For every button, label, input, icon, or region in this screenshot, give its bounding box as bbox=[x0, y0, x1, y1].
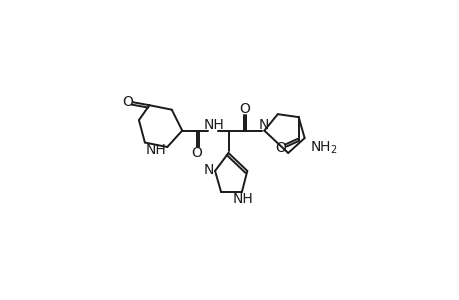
Text: NH$_2$: NH$_2$ bbox=[309, 140, 337, 156]
Text: N: N bbox=[258, 118, 269, 132]
Text: O: O bbox=[239, 102, 250, 116]
Text: NH: NH bbox=[233, 192, 253, 206]
Text: O: O bbox=[191, 146, 202, 160]
Text: NH: NH bbox=[203, 118, 224, 132]
Text: NH: NH bbox=[145, 143, 166, 157]
Text: O: O bbox=[122, 95, 133, 109]
Text: O: O bbox=[275, 141, 285, 155]
Text: N: N bbox=[203, 163, 213, 177]
